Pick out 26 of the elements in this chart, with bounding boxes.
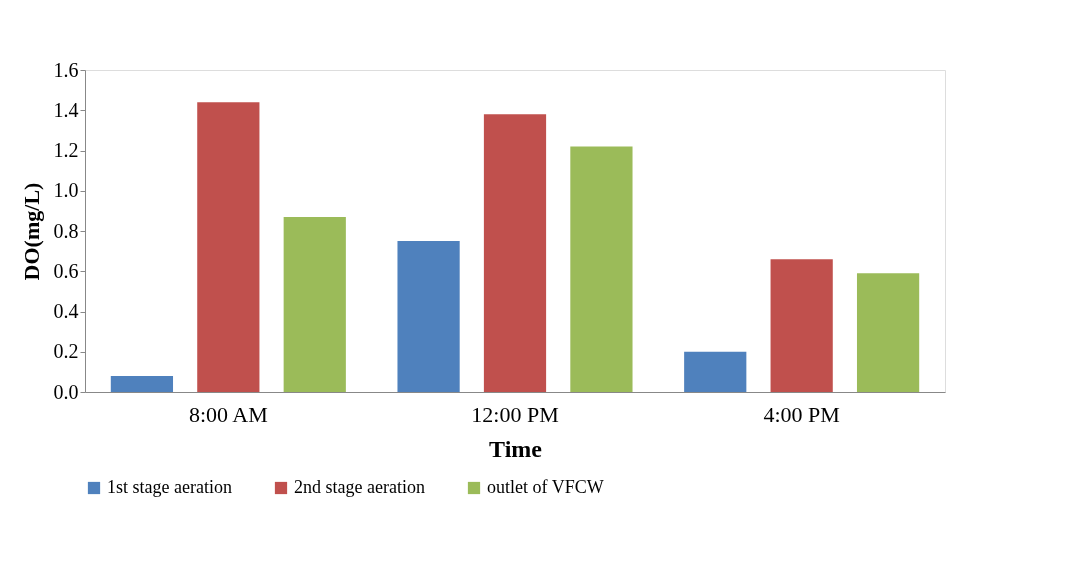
x-tick-label: 8:00 AM	[188, 401, 268, 427]
y-tick-label: 1.0	[53, 179, 79, 202]
y-tick-label: 1.6	[53, 58, 79, 81]
bar	[283, 216, 346, 392]
y-tick-label: 0.2	[53, 340, 79, 363]
legend-label: 1st stage aeration	[107, 477, 232, 497]
x-axis-title: Time	[489, 435, 543, 462]
bar	[570, 146, 633, 392]
bar	[397, 241, 460, 392]
y-tick-label: 1.2	[53, 139, 79, 161]
x-tick-label: 12:00 PM	[471, 401, 559, 427]
legend-label: outlet of VFCW	[487, 477, 604, 497]
bar	[770, 259, 833, 392]
y-tick-label: 0.0	[53, 380, 79, 403]
bar	[483, 114, 547, 392]
bar	[684, 351, 747, 392]
bar	[856, 273, 920, 392]
y-tick-label: 0.8	[53, 219, 79, 242]
legend-label: 2nd stage aeration	[294, 477, 425, 497]
bar	[197, 102, 260, 392]
y-tick-label: 1.4	[53, 98, 79, 121]
y-tick-label: 0.6	[53, 259, 79, 282]
bar	[110, 375, 174, 392]
y-axis-title: DO(mg/L)	[18, 182, 44, 281]
y-tick-label: 0.4	[53, 300, 79, 322]
x-tick-label: 4:00 PM	[763, 401, 840, 427]
